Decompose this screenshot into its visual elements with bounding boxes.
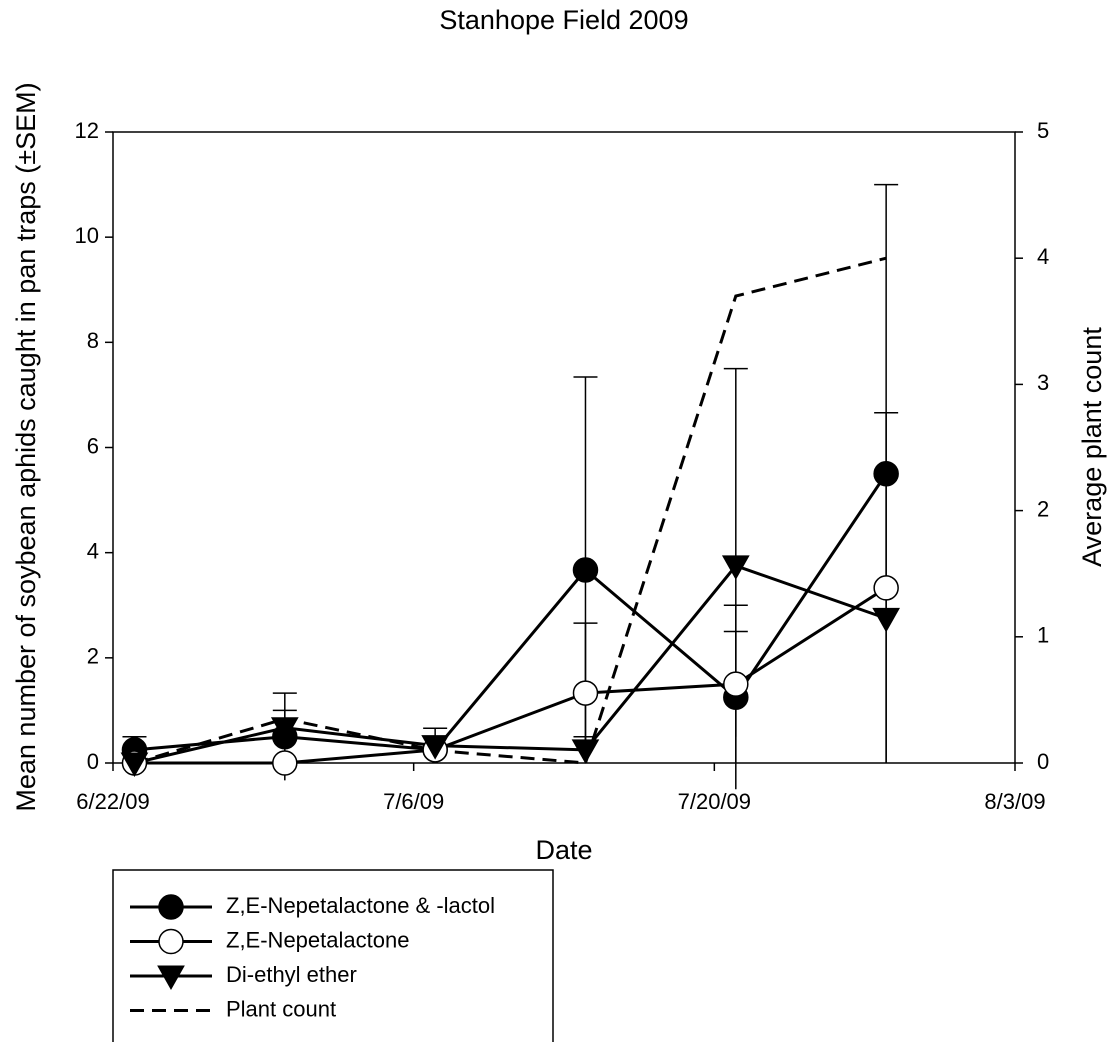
y-tick-label: 2 <box>87 644 99 669</box>
marker <box>873 575 899 601</box>
x-tick-label: 6/22/09 <box>76 789 149 814</box>
y2-tick-label: 5 <box>1037 118 1049 143</box>
y2-tick-label: 3 <box>1037 370 1049 395</box>
chart-title: Stanhope Field 2009 <box>439 5 688 35</box>
marker <box>872 607 900 633</box>
y-tick-label: 0 <box>87 749 99 774</box>
x-tick-label: 7/20/09 <box>678 789 751 814</box>
marker <box>723 671 749 697</box>
x-tick-label: 8/3/09 <box>984 789 1045 814</box>
y2-tick-label: 1 <box>1037 623 1049 648</box>
legend-marker <box>158 928 184 955</box>
y2-axis-label: Average plant count <box>1077 327 1107 567</box>
marker <box>572 557 599 583</box>
y-axis-label: Mean number of soybean aphids caught in … <box>11 82 41 811</box>
marker <box>572 680 599 706</box>
y-tick-label: 4 <box>87 538 99 563</box>
marker <box>272 750 298 776</box>
y-tick-label: 6 <box>87 433 99 458</box>
legend-box <box>112 869 554 1042</box>
series-line <box>134 256 887 765</box>
series-line <box>134 472 888 752</box>
y2-tick-label: 0 <box>1037 749 1049 774</box>
marker <box>421 735 449 760</box>
x-axis-label: Date <box>535 835 592 865</box>
marker <box>873 461 899 487</box>
legend-label: Z,E-Nepetalactone <box>226 927 409 952</box>
y-tick-label: 12 <box>75 118 99 143</box>
marker <box>721 555 750 580</box>
plot-frame <box>112 131 1016 764</box>
legend-label: Z,E-Nepetalactone & -lactol <box>226 893 495 918</box>
y2-tick-label: 4 <box>1037 244 1049 269</box>
x-tick-label: 7/6/09 <box>383 789 444 814</box>
legend-label: Di-ethyl ether <box>226 962 357 987</box>
y-tick-label: 10 <box>75 223 99 248</box>
series-line <box>134 564 887 765</box>
marker <box>120 752 149 778</box>
legend-label: Plant count <box>226 996 336 1021</box>
marker <box>571 739 600 764</box>
legend-marker <box>158 894 184 920</box>
marker <box>270 717 299 742</box>
legend-marker <box>157 965 185 991</box>
series-line <box>134 586 887 765</box>
y-tick-label: 8 <box>87 328 99 353</box>
y2-tick-label: 2 <box>1037 496 1049 521</box>
